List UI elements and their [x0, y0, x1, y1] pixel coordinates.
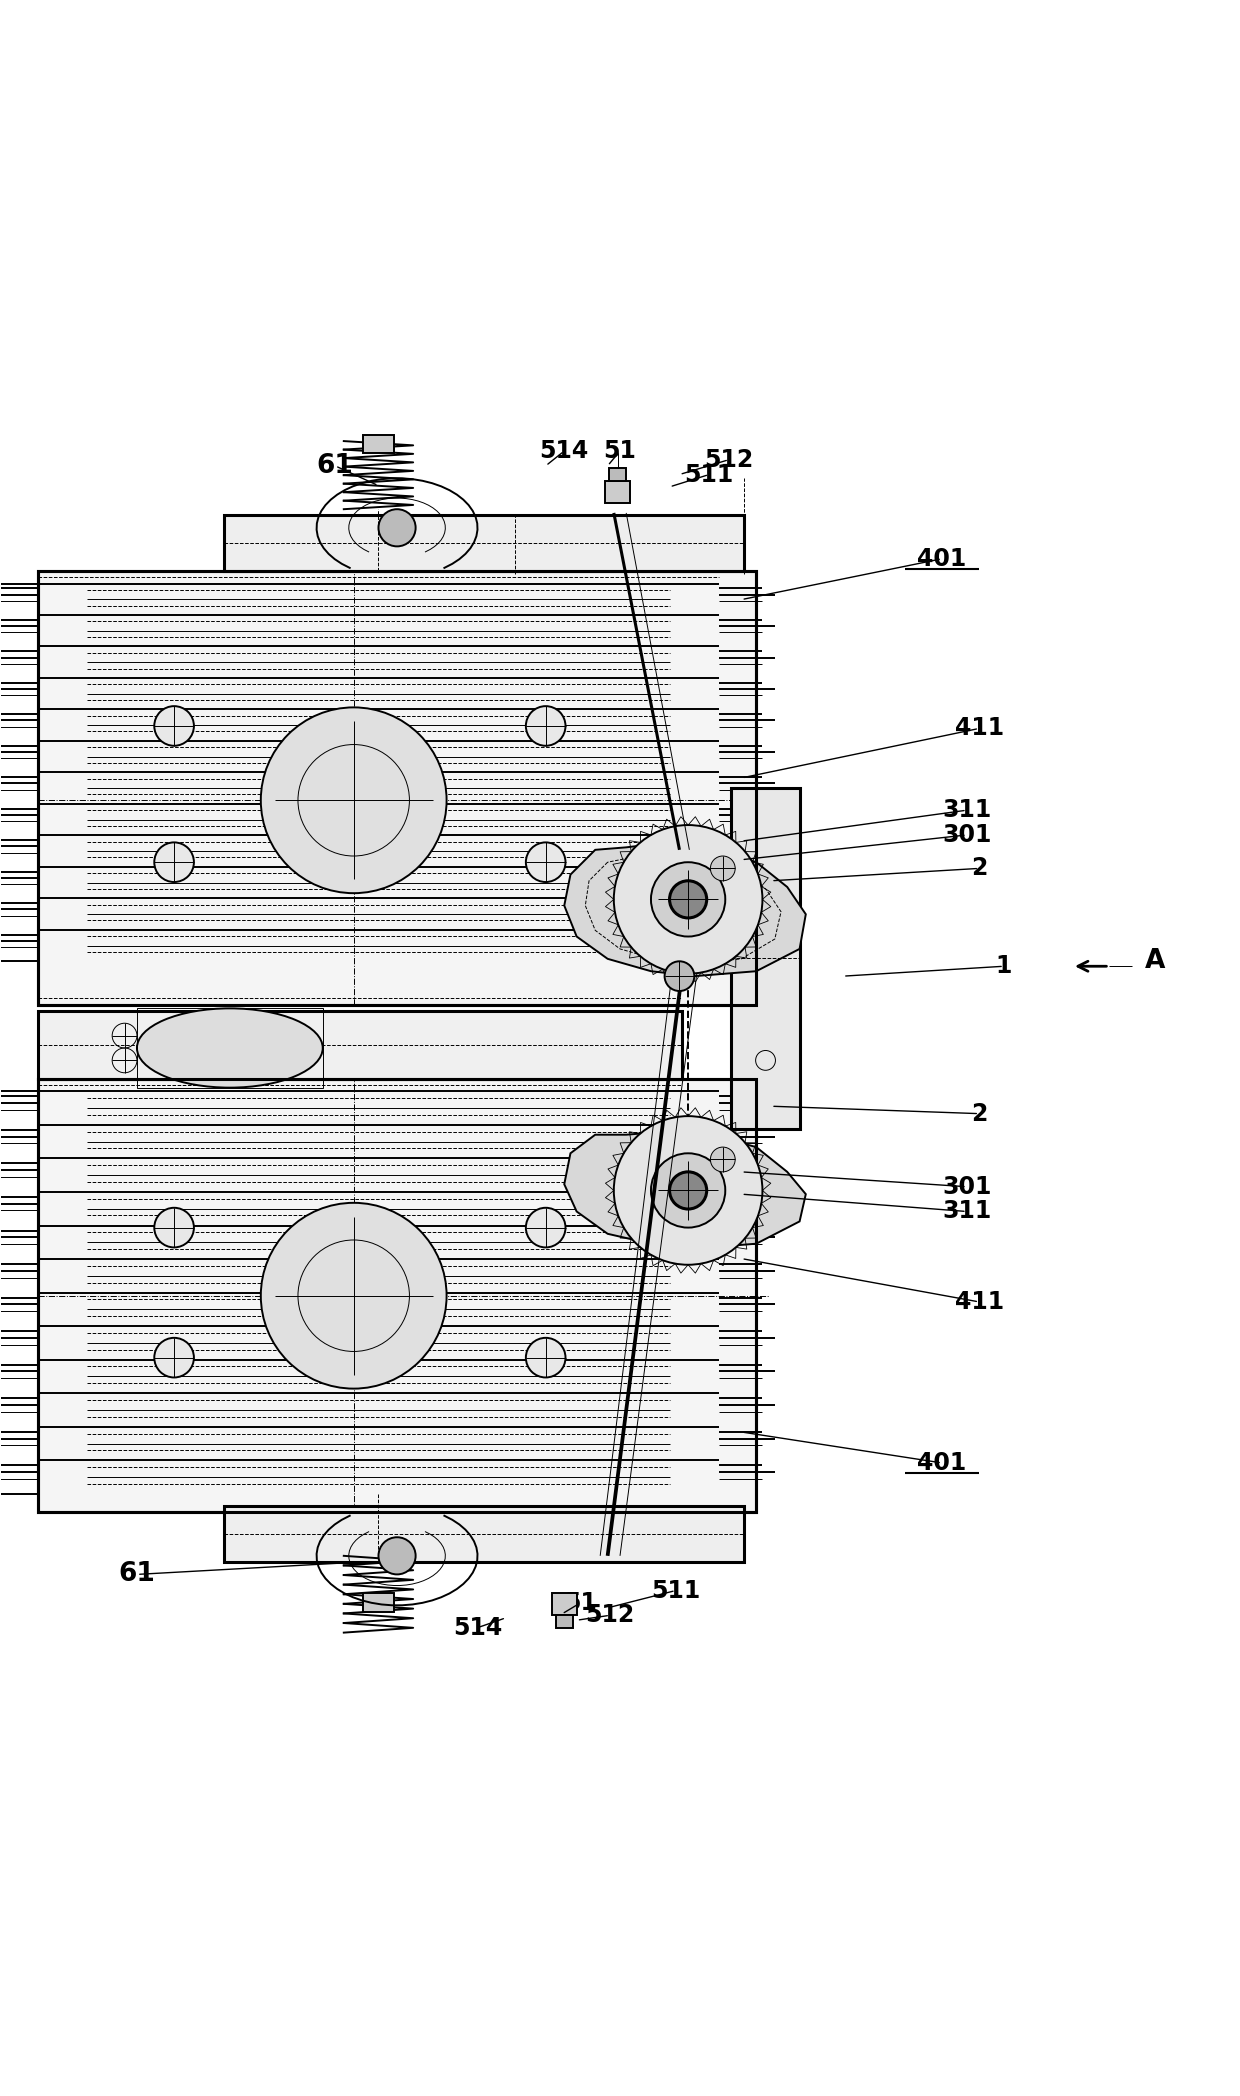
- Circle shape: [614, 1117, 763, 1264]
- Bar: [605, 480, 630, 503]
- Ellipse shape: [136, 1008, 322, 1088]
- Text: 61: 61: [119, 1562, 155, 1587]
- Bar: [223, 516, 744, 570]
- Bar: [363, 434, 394, 453]
- Text: 311: 311: [942, 1199, 992, 1224]
- Circle shape: [260, 1203, 446, 1390]
- Circle shape: [665, 962, 694, 991]
- Bar: [38, 1079, 756, 1513]
- Text: 411: 411: [955, 1289, 1003, 1314]
- Circle shape: [670, 880, 707, 918]
- Circle shape: [526, 1207, 565, 1247]
- Text: 511: 511: [651, 1578, 701, 1603]
- Circle shape: [154, 843, 193, 882]
- Text: 301: 301: [942, 824, 992, 847]
- Text: 51: 51: [604, 438, 636, 463]
- Bar: [556, 1616, 573, 1629]
- Text: A: A: [1145, 947, 1166, 975]
- Bar: [38, 1079, 756, 1513]
- Polygon shape: [564, 843, 806, 977]
- Text: 61: 61: [316, 453, 353, 478]
- Bar: [609, 467, 626, 480]
- Text: 512: 512: [585, 1603, 635, 1626]
- Circle shape: [711, 1147, 735, 1172]
- Text: 511: 511: [684, 463, 734, 486]
- Text: 51: 51: [564, 1591, 596, 1614]
- Circle shape: [526, 706, 565, 746]
- Circle shape: [526, 1337, 565, 1377]
- Text: 411: 411: [955, 717, 1003, 740]
- Circle shape: [154, 706, 193, 746]
- Bar: [223, 1507, 744, 1562]
- Circle shape: [651, 861, 725, 937]
- Circle shape: [378, 509, 415, 547]
- Bar: [38, 570, 756, 1004]
- Text: 514: 514: [539, 438, 589, 463]
- Polygon shape: [564, 1132, 806, 1249]
- Text: 1: 1: [996, 954, 1012, 979]
- Bar: [38, 570, 756, 1004]
- Circle shape: [670, 1172, 707, 1209]
- Circle shape: [154, 1207, 193, 1247]
- Text: 401: 401: [918, 547, 967, 570]
- Circle shape: [651, 1153, 725, 1228]
- Bar: [38, 1010, 682, 1079]
- Circle shape: [711, 855, 735, 880]
- Text: 514: 514: [453, 1616, 502, 1639]
- Circle shape: [614, 826, 763, 975]
- Text: 2: 2: [971, 1102, 987, 1126]
- Circle shape: [526, 843, 565, 882]
- Circle shape: [378, 1536, 415, 1574]
- Circle shape: [154, 1337, 193, 1377]
- Text: 401: 401: [918, 1450, 967, 1476]
- Text: 301: 301: [942, 1174, 992, 1199]
- Text: 2: 2: [971, 857, 987, 880]
- Bar: [552, 1593, 577, 1616]
- Text: 311: 311: [942, 799, 992, 822]
- Bar: [136, 1008, 322, 1088]
- Circle shape: [260, 706, 446, 893]
- Bar: [363, 1593, 394, 1612]
- Text: 512: 512: [704, 449, 754, 472]
- Bar: [732, 788, 800, 1128]
